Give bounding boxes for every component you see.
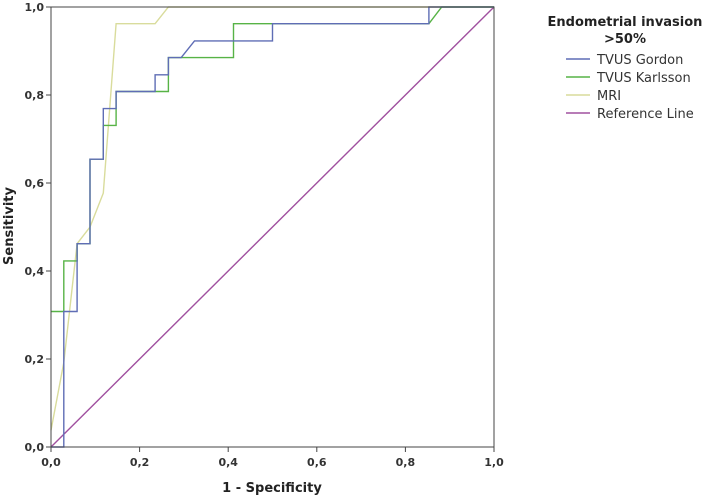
x-tick-label: 0,6 [307,456,327,469]
legend-title-line1: Endometrial invasion [548,15,703,30]
y-tick-label: 1,0 [25,1,45,14]
x-tick-label: 1,0 [484,456,504,469]
y-tick-label: 0,8 [25,89,45,102]
y-tick-label: 0,6 [25,177,45,190]
legend-label-mri: MRI [597,89,621,104]
axes: 0,0 0,2 0,4 0,6 0,8 1,0 0,0 0,2 0,4 0,6 0,8 1,0 [25,1,505,469]
x-tick-label: 0,0 [41,456,61,469]
series-line-mri [50,6,494,431]
plot-area [50,6,495,448]
legend-label-reference-line: Reference Line [597,107,694,122]
x-tick-label: 0,2 [130,456,150,469]
y-tick-label: 0,4 [25,265,45,278]
legend: Endometrial invasion >50% TVUS Gordon TVU… [548,15,703,122]
x-axis-title: 1 - Specificity [222,481,322,496]
x-tick-label: 0,8 [396,456,416,469]
legend-label-tvus-karlsson: TVUS Karlsson [596,71,691,86]
plot-frame [50,6,495,448]
series-line-reference-line [50,6,495,448]
legend-title-line2: >50% [604,32,646,47]
legend-label-tvus-gordon: TVUS Gordon [596,53,683,68]
y-axis-title: Sensitivity [2,187,17,265]
y-tick-label: 0,0 [25,441,45,454]
series-line-tvus-karlsson [51,6,494,313]
x-tick-label: 0,4 [218,456,238,469]
series-line-tvus-gordon [51,6,494,448]
y-tick-label: 0,2 [25,353,45,366]
